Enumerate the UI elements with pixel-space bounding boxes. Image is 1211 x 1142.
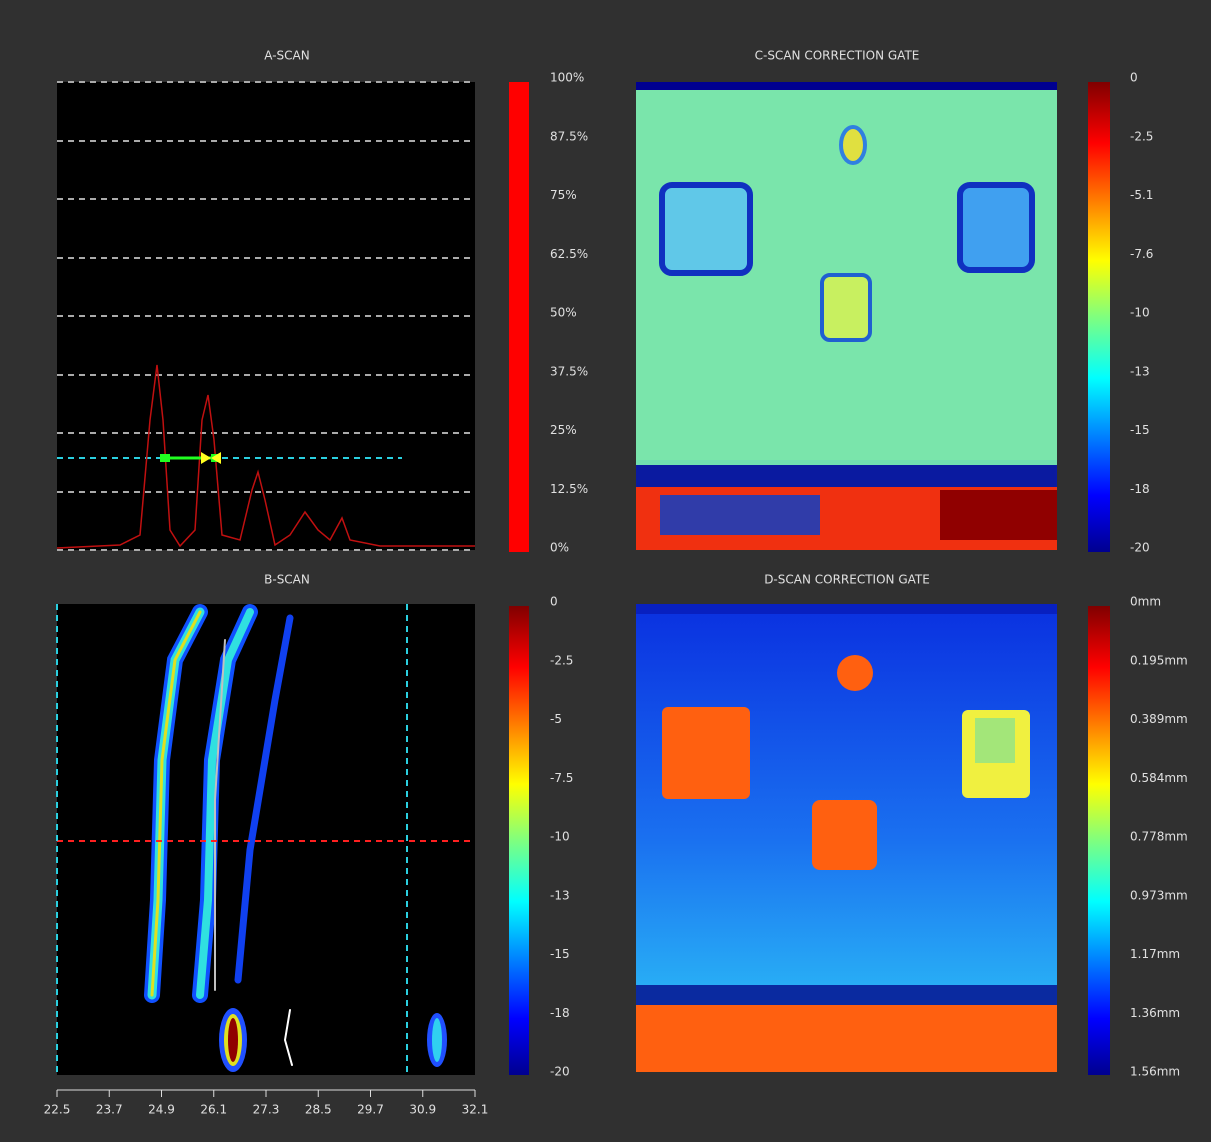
scan-view: A-SCAN 100% 87.5% 75% 62.5% 50% 37.5% 25% 12.5% 0… (0, 0, 1211, 1142)
colorbar-label: -15 (1130, 423, 1150, 437)
colorbar-label: 0.195mm (1130, 653, 1188, 667)
colorbar-label: 1.17mm (1130, 947, 1180, 961)
colorbar-label: 0.778mm (1130, 830, 1188, 844)
colorbar-label: -13 (550, 888, 570, 902)
panel-title: A-SCAN (264, 49, 309, 63)
colorbar (1088, 606, 1110, 1075)
colorbar-label: 0.973mm (1130, 888, 1188, 902)
x-tick-label: 32.1 (462, 1103, 489, 1117)
colorbar-label: 0.584mm (1130, 771, 1188, 785)
colorbar (509, 82, 529, 552)
x-tick-label: 22.5 (44, 1103, 71, 1117)
colorbar-label: -5 (550, 712, 562, 726)
colorbar-label: 1.36mm (1130, 1006, 1180, 1020)
colorbar (1088, 82, 1110, 552)
colorbar-label: 87.5% (550, 129, 588, 143)
c-scan-image (636, 82, 1057, 550)
colorbar-label: -5.1 (1130, 188, 1153, 202)
x-tick-label: 27.3 (253, 1103, 280, 1117)
colorbar-label: 50% (550, 306, 577, 320)
a-scan-plot (57, 82, 475, 550)
colorbar-label: -10 (550, 830, 570, 844)
colorbar-label: -20 (1130, 541, 1150, 555)
x-tick-label: 28.5 (305, 1103, 332, 1117)
panel-title: D-SCAN CORRECTION GATE (764, 573, 930, 587)
colorbar-label: 1.56mm (1130, 1065, 1180, 1079)
colorbar-label: 0mm (1130, 595, 1161, 609)
colorbar-label: 37.5% (550, 364, 588, 378)
x-tick-label: 24.9 (148, 1103, 175, 1117)
panel-title: C-SCAN CORRECTION GATE (755, 49, 920, 63)
colorbar-label: 0 (550, 595, 558, 609)
colorbar-label: 62.5% (550, 247, 588, 261)
colorbar-label: -7.6 (1130, 247, 1153, 261)
colorbar-label: 0% (550, 541, 569, 555)
panel-title: B-SCAN (264, 573, 310, 587)
colorbar-label: -7.5 (550, 771, 573, 785)
b-scan-image (57, 604, 475, 1075)
colorbar-label: -15 (550, 947, 570, 961)
colorbar-label: -18 (550, 1006, 570, 1020)
colorbar-label: 0 (1130, 71, 1138, 85)
colorbar-label: -2.5 (1130, 129, 1153, 143)
colorbar-label: 25% (550, 423, 577, 437)
colorbar-label: -13 (1130, 364, 1150, 378)
x-tick-label: 29.7 (357, 1103, 384, 1117)
x-tick-label: 23.7 (96, 1103, 123, 1117)
colorbar-label: -2.5 (550, 653, 573, 667)
colorbar-label: -18 (1130, 482, 1150, 496)
colorbar-label: -20 (550, 1065, 570, 1079)
x-tick-label: 26.1 (200, 1103, 227, 1117)
page: {"panels":[ {"title":"A-SCAN","colorbar_… (0, 0, 1211, 1142)
colorbar (509, 606, 529, 1075)
colorbar-label: -10 (1130, 306, 1150, 320)
colorbar-label: 0.389mm (1130, 712, 1188, 726)
colorbar-label: 75% (550, 188, 577, 202)
colorbar-label: 100% (550, 71, 584, 85)
x-tick-label: 30.9 (409, 1103, 436, 1117)
d-scan-image (636, 604, 1057, 1072)
colorbar-label: 12.5% (550, 482, 588, 496)
